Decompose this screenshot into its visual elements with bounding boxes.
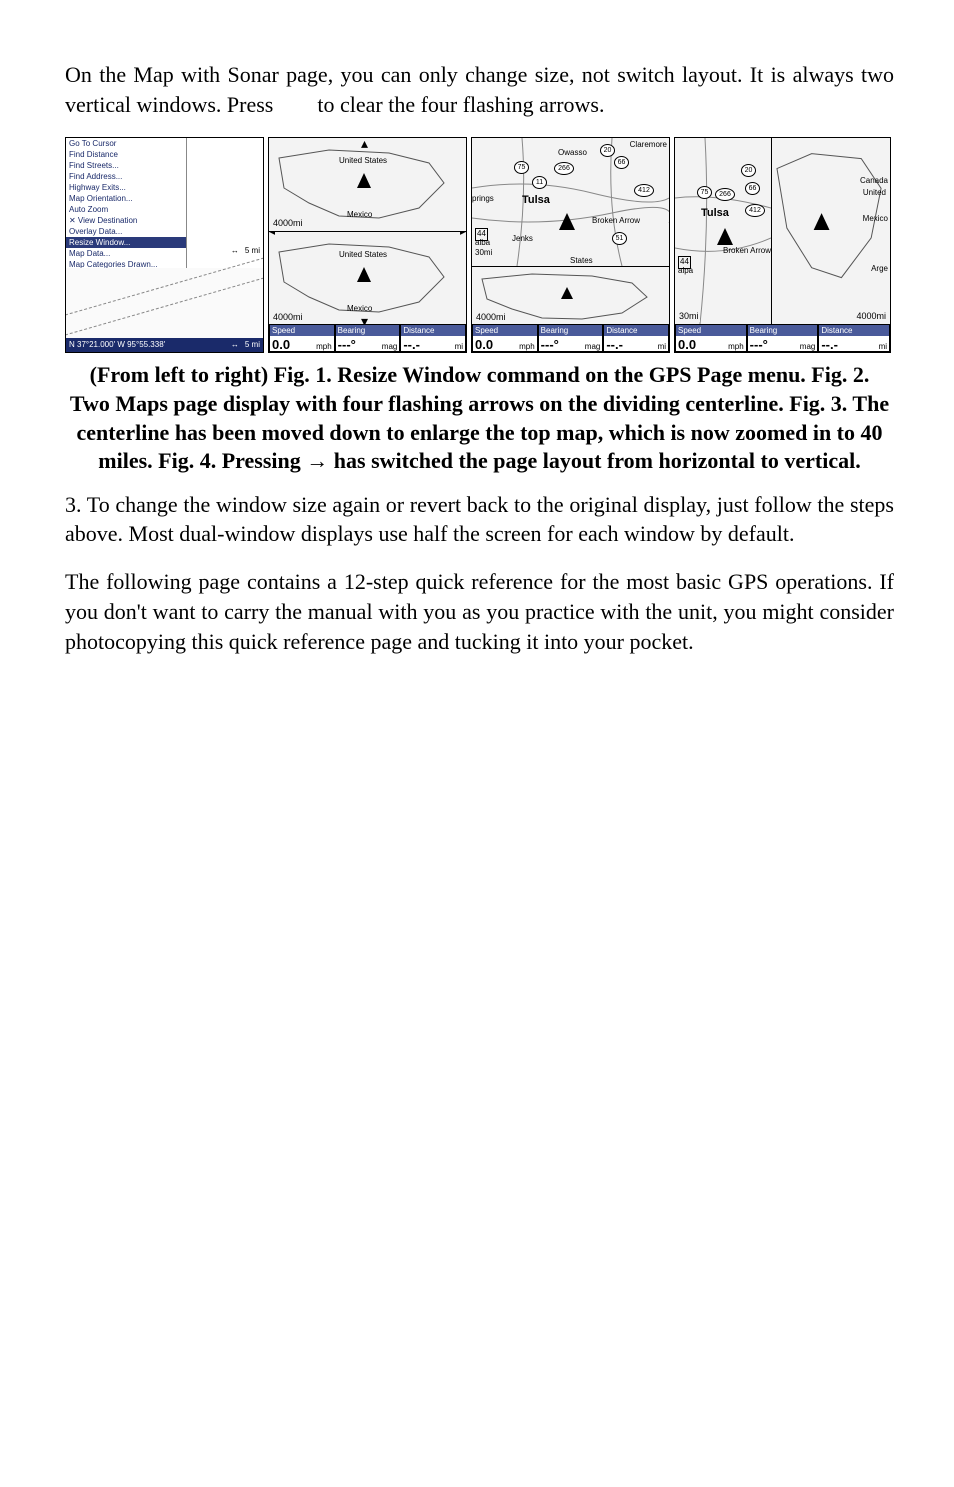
menu-item[interactable]: Find Distance xyxy=(66,149,186,160)
scale-label: 4000mi xyxy=(475,311,507,323)
data-cell-header: Bearing xyxy=(748,325,818,336)
data-cell-header: Distance xyxy=(401,325,465,336)
menu-item[interactable]: Highway Exits... xyxy=(66,182,186,193)
zoom-label: 5 mi xyxy=(245,246,260,257)
menu-item[interactable]: Map Data... xyxy=(66,248,186,259)
data-cell: Bearing---°mag xyxy=(335,324,401,352)
label-alpa: alpa xyxy=(678,266,693,277)
figures-caption: (From left to right) Fig. 1. Resize Wind… xyxy=(65,361,894,475)
fig2-bottom-map: United States Mexico 4000mi ▾ ◂ ▸ xyxy=(269,231,466,325)
label-owasso: Owasso xyxy=(558,148,587,159)
figure-1: Go To CursorFind DistanceFind Streets...… xyxy=(65,137,264,353)
label-united-states: United States xyxy=(339,250,387,261)
menu-item[interactable]: Find Address... xyxy=(66,171,186,182)
tulsa-map-icon xyxy=(675,138,771,324)
label-mexico: Mexico xyxy=(863,214,888,225)
data-cell-header: Bearing xyxy=(539,325,603,336)
label-mexico: Mexico xyxy=(347,304,372,315)
label-tulsa: Tulsa xyxy=(701,206,729,221)
data-cell: Speed0.0mph xyxy=(472,324,538,352)
data-cell: Speed0.0mph xyxy=(269,324,335,352)
label-arge: Arge xyxy=(871,264,888,275)
fig1-context-menu: Go To CursorFind DistanceFind Streets...… xyxy=(66,138,187,281)
menu-item[interactable]: Overlay Data... xyxy=(66,226,186,237)
label-broken-arrow: Broken Arrow xyxy=(592,216,640,227)
figure-4: Tulsa Broken Arrow 75 266 66 412 20 44 a… xyxy=(674,137,891,353)
fig2-top-map: United States Mexico 4000mi ▴ xyxy=(269,138,466,231)
label-canada: Canada xyxy=(860,176,888,187)
figure-2: United States Mexico 4000mi ▴ United Sta… xyxy=(268,137,467,353)
data-cell-value: ---°mag xyxy=(748,336,818,353)
label-united: United xyxy=(863,188,886,199)
data-cell-value: 0.0mph xyxy=(270,336,334,353)
label-united-states: United States xyxy=(339,156,387,167)
label-states: States xyxy=(570,256,593,266)
fig3-data-bar: Speed0.0mphBearing---°magDistance--.-mi xyxy=(472,324,669,352)
resize-icon: ↔ xyxy=(231,246,239,257)
label-jenks: Jenks xyxy=(512,234,533,245)
fig2-data-bar: Speed0.0mphBearing---°magDistance--.-mi xyxy=(269,324,466,352)
fig4-left-map: Tulsa Broken Arrow 75 266 66 412 20 44 a… xyxy=(675,138,771,324)
scale-label: 4000mi xyxy=(272,311,304,323)
paragraph-3: 3. To change the window size again or re… xyxy=(65,490,894,549)
fig1-map-area xyxy=(66,268,263,338)
data-cell-header: Bearing xyxy=(336,325,400,336)
fig3-top-map: Owasso Claremore Tulsa Jenks Broken Arro… xyxy=(472,138,669,266)
data-cell: Distance--.-mi xyxy=(818,324,890,352)
arrow-right-icon: ▸ xyxy=(460,231,466,237)
fig1-right-zoom: ↔ 5 mi xyxy=(231,246,260,257)
data-cell-header: Speed xyxy=(270,325,334,336)
data-cell-header: Distance xyxy=(604,325,668,336)
data-cell-value: --.-mi xyxy=(604,336,668,353)
data-cell-value: --.-mi xyxy=(819,336,889,353)
label-30mi: 30mi xyxy=(475,248,492,259)
menu-item[interactable]: Auto Zoom xyxy=(66,204,186,215)
menu-item[interactable]: Go To Cursor xyxy=(66,138,186,149)
data-cell-header: Speed xyxy=(473,325,537,336)
arrow-up-icon: ▴ xyxy=(361,138,368,150)
data-cell-value: 0.0mph xyxy=(473,336,537,353)
data-cell: Distance--.-mi xyxy=(400,324,466,352)
arrow-left-icon: ◂ xyxy=(269,231,275,237)
data-cell-header: Distance xyxy=(819,325,889,336)
north-america-map-icon xyxy=(772,138,890,324)
scale-label: 4000mi xyxy=(272,217,304,229)
fig1-status-bar: N 37°21.000' W 95°55.338' ↔ 5 mi xyxy=(66,338,263,353)
intro-paragraph: On the Map with Sonar page, you can only… xyxy=(65,60,894,119)
menu-item[interactable]: Find Streets... xyxy=(66,160,186,171)
data-cell-value: --.-mi xyxy=(401,336,465,353)
data-cell-value: ---°mag xyxy=(539,336,603,353)
label-prings: prings xyxy=(472,194,494,205)
data-cell: Bearing---°mag xyxy=(747,324,819,352)
menu-item[interactable]: Map Orientation... xyxy=(66,193,186,204)
label-tulsa: Tulsa xyxy=(522,193,550,208)
scale-label: 4000mi xyxy=(855,310,887,322)
data-cell: Speed0.0mph xyxy=(675,324,747,352)
data-cell-value: 0.0mph xyxy=(676,336,746,353)
menu-item[interactable]: Resize Window... xyxy=(66,237,186,248)
resize-icon: ↔ xyxy=(231,340,239,351)
zoom-label: 5 mi xyxy=(245,340,260,351)
figure-3: Owasso Claremore Tulsa Jenks Broken Arro… xyxy=(471,137,670,353)
data-cell-value: ---°mag xyxy=(336,336,400,353)
label-broken-arrow: Broken Arrow xyxy=(723,246,771,257)
coordinates-label: N 37°21.000' W 95°55.338' xyxy=(69,340,165,351)
label-mexico: Mexico xyxy=(347,210,372,221)
fig3-bottom-map: 4000mi xyxy=(472,266,669,325)
data-cell-header: Speed xyxy=(676,325,746,336)
figures-row: Go To CursorFind DistanceFind Streets...… xyxy=(65,137,894,353)
fig4-right-map: Canada United Mexico Arge 4000mi xyxy=(771,138,890,324)
label-claremore: Claremore xyxy=(630,140,667,151)
scale-label: 30mi xyxy=(678,310,700,322)
menu-item[interactable]: ✕ View Destination xyxy=(66,215,186,226)
paragraph-4: The following page contains a 12-step qu… xyxy=(65,567,894,656)
data-cell: Distance--.-mi xyxy=(603,324,669,352)
data-cell: Bearing---°mag xyxy=(538,324,604,352)
fig4-data-bar: Speed0.0mphBearing---°magDistance--.-mi xyxy=(675,324,890,352)
